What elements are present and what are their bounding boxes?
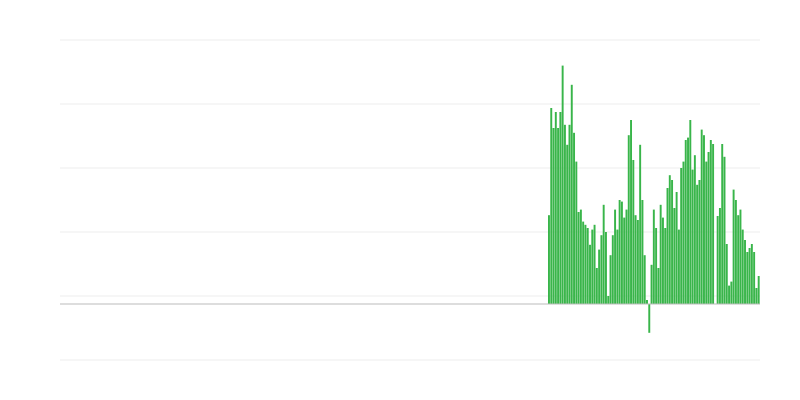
bar: [698, 180, 701, 304]
bar: [586, 228, 589, 304]
bar: [630, 120, 633, 304]
bar: [723, 156, 726, 304]
bar: [721, 144, 724, 304]
bar: [561, 65, 564, 304]
bar: [691, 169, 694, 304]
bar: [734, 200, 737, 304]
bar: [707, 152, 710, 304]
bar: [728, 285, 731, 304]
bar: [668, 175, 671, 304]
bar: [627, 135, 630, 304]
bar: [732, 189, 735, 304]
bar: [646, 300, 648, 304]
bar: [604, 232, 607, 304]
bar: [753, 252, 756, 304]
bar: [741, 229, 744, 304]
bar: [557, 128, 560, 304]
bar: [584, 224, 587, 304]
bar: [677, 229, 680, 304]
bar: [673, 208, 676, 304]
bar: [600, 235, 603, 304]
bar: [755, 288, 758, 304]
bar: [664, 228, 667, 304]
bar: [563, 124, 566, 304]
bar: [623, 217, 626, 304]
bar: [737, 215, 740, 304]
bar: [632, 160, 635, 304]
bar: [703, 135, 705, 304]
bar: [573, 132, 576, 304]
bar: [757, 276, 760, 304]
grid: [60, 39, 760, 361]
bar: [568, 124, 571, 304]
bar: [559, 112, 562, 304]
bar: [570, 84, 573, 304]
bar: [689, 120, 692, 304]
bar: [550, 108, 553, 304]
bar: [575, 161, 578, 304]
bar: [655, 228, 658, 304]
bar: [739, 209, 742, 304]
bar: [625, 209, 628, 304]
bar: [582, 221, 585, 304]
bar: [693, 155, 696, 304]
bar: [684, 140, 687, 304]
bars: [548, 65, 760, 333]
bar: [648, 304, 651, 333]
bar: [744, 240, 746, 304]
bar: [650, 264, 653, 304]
bar: [566, 144, 569, 304]
bar: [718, 208, 721, 304]
bar: [725, 244, 728, 304]
bar: [589, 244, 591, 304]
bar: [696, 184, 699, 304]
bar: [598, 249, 601, 304]
bar: [659, 204, 662, 304]
bar: [680, 168, 683, 304]
bar: [675, 192, 678, 304]
bar: [554, 112, 557, 304]
bar: [671, 180, 674, 304]
bar: [591, 229, 594, 304]
bar: [652, 209, 655, 304]
bar: [643, 255, 646, 304]
bar: [700, 129, 703, 304]
bar: [746, 252, 749, 304]
bar: [614, 209, 617, 304]
bar: [730, 281, 733, 304]
bar: [602, 204, 605, 304]
bar: [712, 144, 715, 304]
bar: [709, 140, 712, 304]
bar: [716, 216, 719, 304]
bar: [641, 200, 644, 304]
bar: [705, 161, 708, 304]
bar: [636, 220, 639, 304]
bar: [616, 229, 619, 304]
bar: [577, 212, 580, 304]
bar: [548, 215, 550, 304]
bar: [661, 217, 664, 304]
bar: [611, 235, 614, 304]
bar: [682, 161, 685, 304]
bar: [748, 248, 751, 304]
bar: [687, 137, 689, 304]
bar: [750, 244, 753, 304]
bar: [618, 200, 621, 304]
bar: [607, 296, 610, 304]
bar: [609, 255, 612, 304]
bar: [666, 188, 669, 304]
bar: [593, 224, 596, 304]
bar: [657, 268, 660, 304]
bar: [552, 128, 555, 304]
bar: [595, 268, 598, 304]
bar: [639, 144, 642, 304]
bar: [579, 209, 582, 304]
bar: [634, 215, 637, 304]
bar: [620, 201, 623, 304]
